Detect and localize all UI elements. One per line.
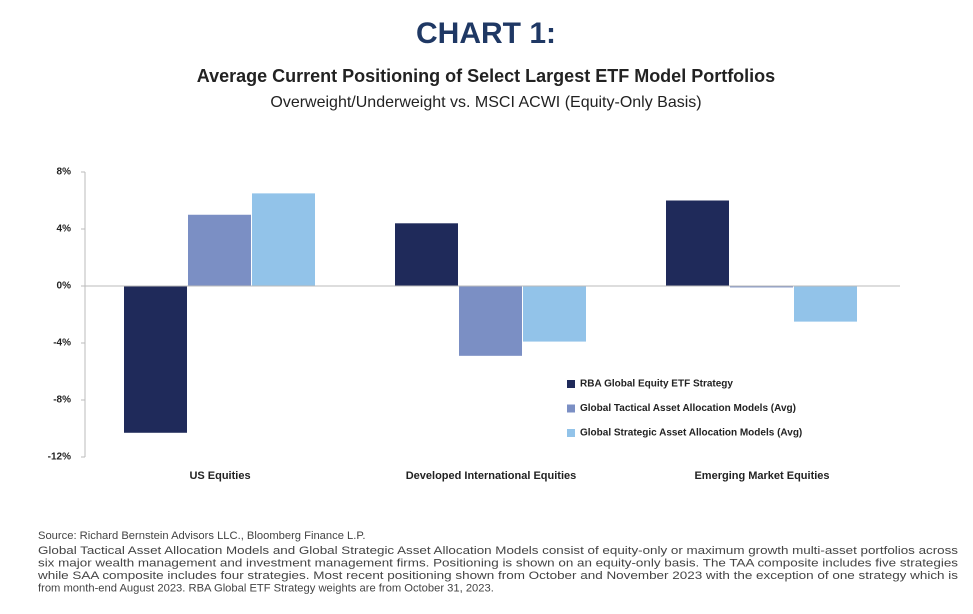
chart-subtitle: Overweight/Underweight vs. MSCI ACWI (Eq…: [270, 94, 701, 111]
chart-title: CHART 1:: [416, 17, 556, 50]
legend-label: RBA Global Equity ETF Strategy: [580, 379, 733, 390]
bar: [794, 286, 857, 322]
bar: [459, 286, 522, 356]
note: while SAA composite includes four strate…: [37, 570, 959, 582]
bar: [523, 286, 586, 342]
source: Source: Richard Bernstein Advisors LLC.,…: [38, 530, 366, 542]
y-tick-label: -8%: [53, 395, 71, 406]
x-tick-label: US Equities: [189, 470, 250, 482]
note: Global Tactical Asset Allocation Models …: [38, 545, 958, 557]
x-tick-label: Developed International Equities: [406, 470, 577, 482]
bar: [252, 193, 315, 286]
bar: [395, 223, 458, 286]
x-tick-label: Emerging Market Equities: [694, 470, 829, 482]
y-tick-label: 0%: [57, 281, 72, 292]
y-tick-label: 4%: [57, 224, 72, 235]
note: six major wealth management and investme…: [38, 557, 958, 569]
y-tick-label: -4%: [53, 338, 71, 349]
bar: [188, 214, 251, 286]
y-tick-label: -12%: [48, 452, 71, 463]
legend-swatch: [567, 380, 575, 388]
bar: [666, 200, 729, 286]
legend-label: Global Strategic Asset Allocation Models…: [580, 428, 802, 439]
y-tick-label: 8%: [57, 167, 72, 178]
note: from month-end August 2023. RBA Global E…: [38, 582, 494, 594]
legend-swatch: [567, 404, 575, 413]
chart-subtitle: Average Current Positioning of Select La…: [197, 66, 775, 86]
bar: [124, 286, 187, 433]
legend-label: Global Tactical Asset Allocation Models …: [580, 403, 796, 414]
bar: [730, 286, 793, 288]
legend-swatch: [567, 429, 575, 437]
